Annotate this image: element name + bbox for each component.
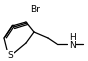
Text: N: N	[69, 41, 75, 51]
Text: Br: Br	[30, 5, 40, 15]
Text: H: H	[69, 33, 75, 41]
Text: S: S	[7, 51, 13, 59]
